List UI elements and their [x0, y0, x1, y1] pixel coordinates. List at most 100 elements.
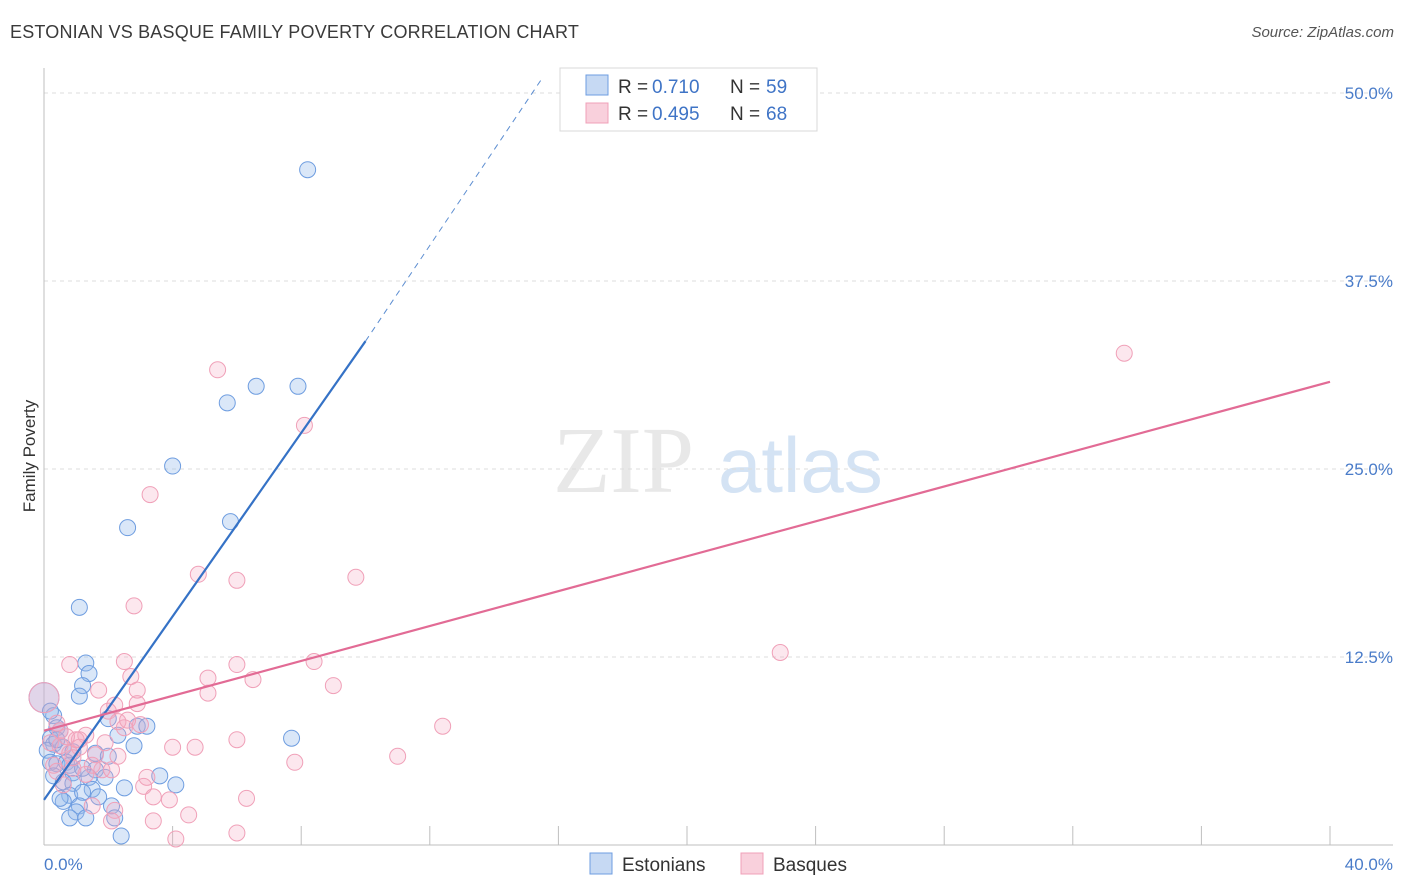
legend-swatch-basques [585, 102, 609, 124]
estonians-point [115, 779, 133, 797]
legend-r-value-1: 0.710 [652, 77, 700, 98]
y-tick-label: 50.0% [1345, 84, 1393, 103]
watermark-zip: ZIP [553, 409, 694, 513]
watermark-atlas: atlas [718, 421, 883, 509]
trend-lines [43, 77, 1331, 801]
legend-r-value-2: 0.495 [652, 104, 700, 125]
basques-point [228, 571, 246, 589]
gridlines [44, 92, 1393, 658]
estonians-point [74, 783, 92, 801]
basques-point [77, 765, 95, 783]
x-tick-min: 0.0% [44, 855, 83, 874]
basques-point [228, 824, 246, 842]
basques-point [186, 738, 204, 756]
basques-point [238, 789, 256, 807]
estonians-trend-extension [365, 77, 543, 342]
bottom-label-estonians: Estonians [622, 855, 705, 876]
basques-point [41, 734, 59, 752]
source-credit: Source: ZipAtlas.com [1251, 24, 1394, 41]
basques-point [164, 738, 182, 756]
estonians-point [299, 161, 317, 179]
legend-swatch-estonians [585, 74, 609, 96]
legend-r-label-1: R = [618, 77, 648, 98]
chart-title: ESTONIAN VS BASQUE FAMILY POVERTY CORREL… [10, 22, 580, 42]
legend-r-label-2: R = [618, 104, 648, 125]
estonians-point [112, 827, 130, 845]
basques-point [131, 716, 149, 734]
estonians-points [28, 161, 317, 845]
estonians-point [70, 598, 88, 616]
y-axis-label: Family Poverty [20, 399, 39, 512]
correlation-legend: R = 0.710 N = 59 R = 0.495 N = 68 [559, 67, 818, 132]
x-tick-max: 40.0% [1345, 855, 1393, 874]
series-legend: Estonians Basques [589, 852, 847, 876]
basques-point [58, 728, 76, 746]
y-tick-label: 37.5% [1345, 272, 1393, 291]
estonians-point [247, 377, 265, 395]
basques-point [771, 643, 789, 661]
basques-trend-line [43, 380, 1331, 732]
basques-points [28, 344, 1133, 848]
basques-point [125, 597, 143, 615]
basques-point [160, 791, 178, 809]
estonians-point [61, 786, 79, 804]
basques-point [144, 788, 162, 806]
basques-point [86, 746, 104, 764]
basques-point [209, 361, 227, 379]
bottom-swatch-basques [740, 852, 764, 875]
basques-point [228, 731, 246, 749]
basques-point [115, 653, 133, 671]
basques-point [135, 777, 153, 795]
basques-point [128, 681, 146, 699]
basques-point [93, 761, 111, 779]
estonians-point [218, 394, 236, 412]
estonians-point [61, 809, 79, 827]
basques-point [83, 797, 101, 815]
estonians-point [289, 377, 307, 395]
basques-point [141, 486, 159, 504]
estonians-point [74, 677, 92, 695]
basques-point [119, 711, 137, 729]
estonians-point [283, 729, 301, 747]
estonians-point [70, 687, 88, 705]
legend-n-value-1: 59 [766, 77, 787, 98]
bottom-swatch-estonians [589, 852, 613, 875]
basques-point [144, 812, 162, 830]
basques-point [389, 747, 407, 765]
basques-point [90, 681, 108, 699]
estonians-point [119, 519, 137, 537]
basques-point [434, 717, 452, 735]
estonians-point [167, 776, 185, 794]
bottom-label-basques: Basques [773, 855, 847, 876]
estonians-point [67, 803, 85, 821]
basques-point [347, 568, 365, 586]
legend-n-label-1: N = [730, 77, 760, 98]
basques-point [228, 656, 246, 674]
basques-point [180, 806, 198, 824]
basques-point [61, 656, 79, 674]
estonians-point [151, 767, 169, 785]
basques-point [28, 682, 60, 714]
basques-point [103, 761, 121, 779]
estonians-point [125, 737, 143, 755]
basques-point [286, 753, 304, 771]
basques-point [83, 756, 101, 774]
basques-point [96, 734, 114, 752]
basques-point [67, 731, 85, 749]
estonians-point [138, 717, 156, 735]
legend-n-label-2: N = [730, 104, 760, 125]
basques-point [106, 801, 124, 819]
estonians-point [164, 457, 182, 475]
estonians-trend-line [43, 340, 367, 801]
basques-point [167, 830, 185, 848]
basques-point [324, 677, 342, 695]
y-tick-labels: 12.5% 25.0% 37.5% 50.0% [1345, 84, 1393, 667]
y-tick-label: 12.5% [1345, 648, 1393, 667]
estonians-point [51, 789, 69, 807]
legend-n-value-2: 68 [766, 104, 787, 125]
basques-point [103, 812, 121, 830]
y-tick-label: 25.0% [1345, 460, 1393, 479]
basques-point [1115, 344, 1133, 362]
estonians-point [54, 792, 72, 810]
